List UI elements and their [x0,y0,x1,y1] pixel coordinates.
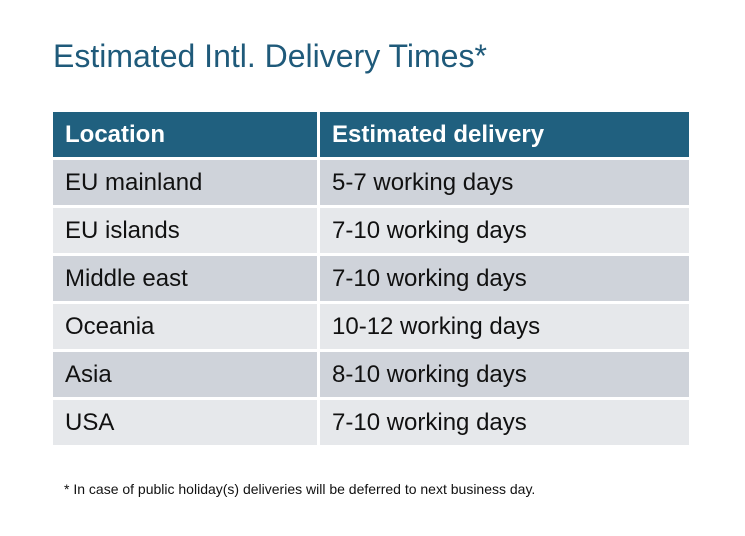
location-cell: Asia [53,352,317,397]
table-row: EU islands 7-10 working days [53,208,689,253]
delivery-table: Location Estimated delivery EU mainland … [50,109,692,448]
column-header-location: Location [53,112,317,157]
page-title: Estimated Intl. Delivery Times* [53,38,487,74]
delivery-cell: 5-7 working days [320,160,689,205]
location-cell: USA [53,400,317,445]
delivery-cell: 7-10 working days [320,400,689,445]
location-cell: EU islands [53,208,317,253]
table-row: Middle east 7-10 working days [53,256,689,301]
location-cell: Oceania [53,304,317,349]
table-header-row: Location Estimated delivery [53,112,689,157]
delivery-cell: 7-10 working days [320,208,689,253]
location-cell: Middle east [53,256,317,301]
footnote: * In case of public holiday(s) deliverie… [64,481,536,497]
delivery-cell: 8-10 working days [320,352,689,397]
delivery-cell: 10-12 working days [320,304,689,349]
table-row: Asia 8-10 working days [53,352,689,397]
delivery-cell: 7-10 working days [320,256,689,301]
table-row: EU mainland 5-7 working days [53,160,689,205]
column-header-estimated-delivery: Estimated delivery [320,112,689,157]
location-cell: EU mainland [53,160,317,205]
table-row: Oceania 10-12 working days [53,304,689,349]
table-row: USA 7-10 working days [53,400,689,445]
